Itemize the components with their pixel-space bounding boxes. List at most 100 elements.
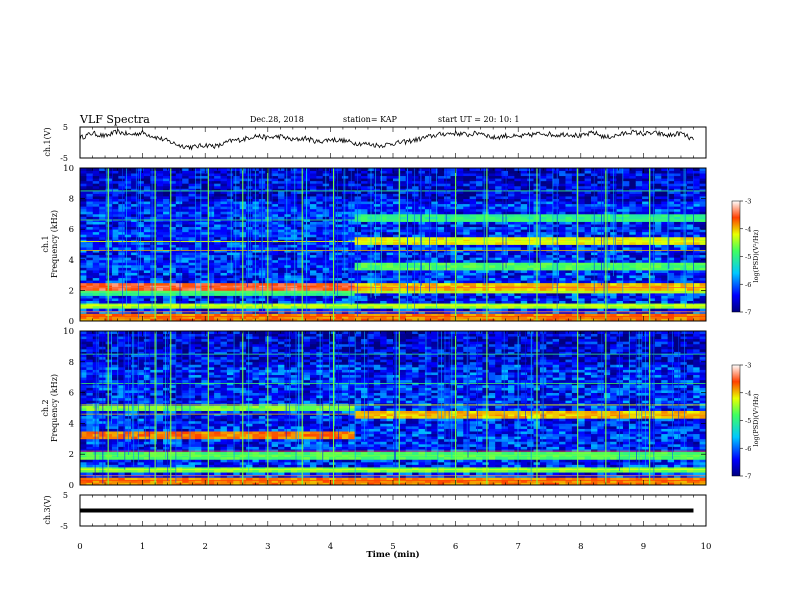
spectrogram-cell bbox=[399, 303, 407, 307]
spectrogram-cell bbox=[552, 257, 560, 261]
spectrogram-cell bbox=[514, 264, 522, 268]
spectrogram-cell bbox=[373, 206, 381, 210]
spectrogram-cell bbox=[99, 313, 106, 317]
spectrogram-cell bbox=[367, 310, 375, 314]
spectrogram-cell bbox=[220, 313, 228, 317]
spectrogram-cell bbox=[399, 231, 407, 235]
spectrogram-cell bbox=[124, 247, 132, 250]
spectrogram-cell bbox=[424, 188, 432, 192]
spectrogram-cell bbox=[150, 173, 158, 177]
spectrogram-cell bbox=[150, 305, 158, 309]
spectrogram-cell bbox=[124, 313, 132, 317]
spectrogram-cell bbox=[143, 236, 151, 240]
spectrogram-cell bbox=[424, 236, 432, 240]
spectrogram-cell bbox=[163, 231, 170, 235]
spectrogram-cell bbox=[482, 183, 490, 187]
spectrogram-cell bbox=[341, 282, 349, 286]
spectrogram-cell bbox=[131, 168, 138, 171]
spectrogram-cell bbox=[495, 206, 502, 210]
spectrogram-cell bbox=[246, 206, 253, 210]
spectrogram-cell bbox=[169, 226, 177, 230]
spectrogram-cell bbox=[373, 224, 381, 228]
spectrogram-cell bbox=[559, 303, 566, 307]
spectrogram-cell bbox=[163, 295, 170, 299]
spectrogram-cell bbox=[188, 295, 196, 299]
spectrogram-cell bbox=[316, 287, 324, 291]
spectrogram-cell bbox=[226, 221, 234, 225]
spectrogram-cell bbox=[194, 254, 202, 258]
spectrogram-cell bbox=[118, 180, 126, 184]
spectrogram-cell bbox=[373, 259, 381, 263]
spectrogram-cell bbox=[143, 231, 151, 235]
spectrogram-cell bbox=[431, 303, 439, 307]
spectrogram-cell bbox=[252, 206, 260, 210]
spectrogram-cell bbox=[393, 313, 400, 317]
spectrogram-cell bbox=[482, 193, 490, 197]
spectrogram-cell bbox=[539, 175, 547, 179]
spectrogram-cell bbox=[444, 272, 451, 276]
spectrogram-cell bbox=[584, 310, 592, 314]
spectrogram-cell bbox=[424, 282, 432, 286]
spectrogram-cell bbox=[80, 183, 87, 187]
spectrogram-cell bbox=[514, 198, 522, 202]
spectrogram-cell bbox=[476, 185, 483, 189]
spectrogram-cell bbox=[220, 310, 228, 314]
spectrogram-cell bbox=[124, 262, 132, 266]
spectrogram-cell bbox=[131, 175, 138, 179]
spectrogram-cell bbox=[175, 252, 183, 256]
spectrogram-cell bbox=[233, 254, 241, 258]
spectrogram-cell bbox=[92, 190, 100, 194]
spectrogram-cell bbox=[297, 226, 304, 230]
spectrogram-cell bbox=[501, 190, 509, 194]
spectrogram-cell bbox=[92, 206, 100, 210]
spectrogram-cell bbox=[450, 170, 458, 174]
spectrogram-cell bbox=[226, 244, 234, 248]
spectrogram-cell bbox=[584, 308, 592, 312]
spectrogram-cell bbox=[131, 170, 138, 174]
spectrogram-cell bbox=[501, 178, 509, 182]
spectrogram-cell bbox=[495, 234, 502, 238]
spectrogram-cell bbox=[118, 224, 126, 228]
spectrogram-cell bbox=[246, 203, 253, 207]
spectrogram-cell bbox=[386, 295, 394, 299]
spectrogram-cell bbox=[373, 234, 381, 238]
spectrogram-cell bbox=[265, 173, 273, 177]
spectrogram-cell bbox=[150, 310, 158, 314]
spectrogram-cell bbox=[335, 168, 343, 171]
spectrogram-cell bbox=[335, 308, 343, 312]
spectrogram-cell bbox=[380, 170, 388, 174]
spectrogram-cell bbox=[214, 282, 221, 286]
spectrogram-cell bbox=[476, 270, 483, 273]
spectrogram-cell bbox=[348, 300, 356, 304]
spectrogram-cell bbox=[124, 267, 132, 271]
spectrogram-cell bbox=[309, 277, 317, 281]
spectrogram-cell bbox=[163, 229, 170, 233]
spectrogram-cell bbox=[233, 236, 241, 240]
spectrogram-cell bbox=[399, 190, 407, 194]
spectrogram-cell bbox=[297, 264, 304, 268]
spectrogram-cell bbox=[226, 259, 234, 263]
spectrogram-cell bbox=[463, 292, 471, 296]
spectrogram-cell bbox=[233, 249, 241, 253]
spectrogram-cell bbox=[131, 219, 138, 222]
spectrogram-cell bbox=[514, 270, 522, 273]
spectrogram-cell bbox=[571, 295, 579, 299]
spectrogram-cell bbox=[571, 224, 579, 228]
spectrogram-cell bbox=[118, 267, 126, 271]
spectrogram-cell bbox=[80, 178, 87, 182]
spectrogram-cell bbox=[495, 208, 502, 212]
spectrogram-cell bbox=[482, 247, 490, 250]
spectrogram-cell bbox=[118, 300, 126, 304]
spectrogram-cell bbox=[188, 285, 196, 289]
spectrogram-cell bbox=[559, 226, 566, 230]
spectrogram-cell bbox=[175, 201, 183, 205]
spectrogram-cell bbox=[290, 308, 298, 312]
spectrogram-cell bbox=[252, 313, 260, 317]
spectrogram-cell bbox=[290, 198, 298, 202]
spectrogram-cell bbox=[584, 315, 592, 319]
spectrogram-cell bbox=[188, 188, 196, 192]
spectrogram-cell bbox=[271, 226, 279, 230]
spectrogram-cell bbox=[258, 318, 266, 322]
spectrogram-cell bbox=[278, 231, 285, 235]
spectrogram-cell bbox=[380, 178, 388, 182]
